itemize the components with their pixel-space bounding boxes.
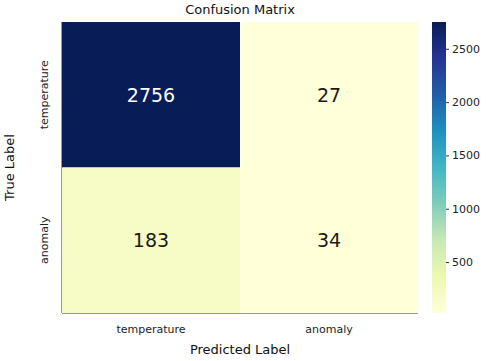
svg-text:500: 500 <box>452 256 473 269</box>
svg-text:2756: 2756 <box>127 84 175 106</box>
svg-text:temperature: temperature <box>38 60 51 129</box>
svg-text:True Label: True Label <box>8 134 17 202</box>
svg-text:2000: 2000 <box>452 96 480 109</box>
svg-text:2500: 2500 <box>452 43 480 56</box>
svg-text:1000: 1000 <box>452 203 480 216</box>
svg-text:Predicted Label: Predicted Label <box>190 342 290 357</box>
svg-text:anomaly: anomaly <box>305 323 353 336</box>
svg-text:Confusion Matrix: Confusion Matrix <box>185 2 295 17</box>
svg-text:27: 27 <box>317 84 341 106</box>
svg-text:temperature: temperature <box>116 323 185 336</box>
svg-text:34: 34 <box>317 229 341 251</box>
svg-text:1500: 1500 <box>452 149 480 162</box>
svg-text:183: 183 <box>133 229 169 251</box>
svg-text:anomaly: anomaly <box>38 216 51 264</box>
